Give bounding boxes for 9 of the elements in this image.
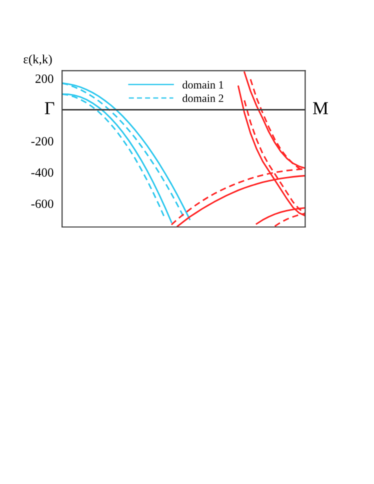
y-tick-label: 200 — [36, 74, 54, 83]
legend-label: domain 1 — [182, 80, 224, 89]
y-tick-label: -600 — [31, 200, 54, 208]
y-axis-title: ε(k,k) — [24, 54, 52, 66]
y-tick-label: -200 — [31, 137, 54, 146]
text: Γ — [44, 102, 54, 114]
legend-label: domain 2 — [182, 94, 224, 102]
y-tick-label: -400 — [31, 168, 54, 177]
text: M — [312, 102, 328, 114]
